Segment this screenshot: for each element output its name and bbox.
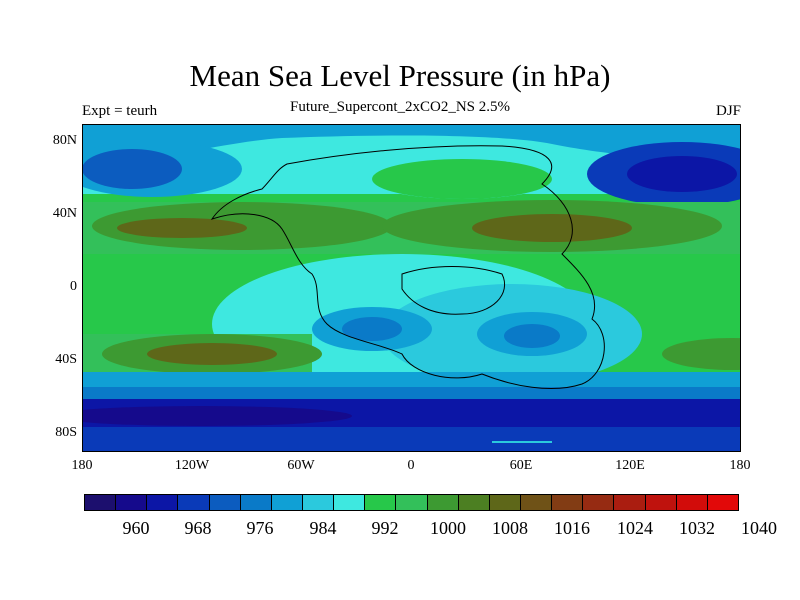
colorbar-swatch-0: [85, 495, 117, 510]
continent-outline: [210, 145, 605, 389]
y-tick-80s: 80S: [55, 425, 77, 440]
colorbar-swatch-13: [489, 495, 521, 510]
x-tick-60w: 60W: [287, 458, 315, 473]
colorbar-swatch-8: [334, 495, 366, 510]
field-low-w-core: [342, 317, 402, 341]
x-tick-60e: 60E: [509, 458, 533, 473]
field-north-high-w-core: [117, 218, 247, 238]
field-south-high-core: [147, 343, 277, 365]
y-tick-40n: 40N: [52, 206, 77, 221]
colorbar-swatch-17: [614, 495, 646, 510]
field-low-e-core: [504, 324, 560, 348]
y-tick-0: 0: [70, 279, 77, 294]
pressure-map: [82, 124, 741, 452]
colorbar-swatch-5: [240, 495, 272, 510]
cb-label-992: 992: [371, 518, 399, 538]
field-north-teal: [82, 124, 741, 170]
field-north-high-e-core: [472, 214, 632, 242]
pressure-field-svg: [82, 124, 741, 452]
y-tick-80n: 80N: [52, 133, 77, 148]
cb-label-984: 984: [309, 518, 337, 538]
colorbar-swatch-9: [365, 495, 397, 510]
y-tick-40s: 40S: [55, 352, 77, 367]
experiment-label: Expt = teurh: [82, 103, 158, 119]
season-label: DJF: [715, 103, 741, 119]
field-south-high-e: [662, 338, 741, 370]
field-arctic-green: [372, 159, 552, 199]
cb-label-1000: 1000: [430, 518, 466, 538]
colorbar-swatch-2: [147, 495, 179, 510]
x-tick-120e: 120E: [615, 458, 645, 473]
colorbar-swatch-7: [302, 495, 335, 510]
cb-label-1032: 1032: [679, 518, 715, 538]
colorbar-swatch-18: [645, 495, 677, 510]
colorbar-swatch-4: [209, 495, 241, 510]
field-so-blue1: [82, 387, 741, 401]
colorbar-swatch-15: [552, 495, 584, 510]
colorbar-swatch-10: [396, 495, 428, 510]
cb-label-960: 960: [122, 518, 150, 538]
cb-label-1040: 1040: [741, 518, 777, 538]
x-tick-0: 0: [407, 458, 415, 473]
colorbar-swatch-11: [427, 495, 459, 510]
chart-title: Mean Sea Level Pressure (in hPa): [189, 58, 611, 93]
chart-subtitle: Future_Supercont_2xCO2_NS 2.5%: [290, 99, 510, 115]
cb-label-968: 968: [184, 518, 212, 538]
field-antarctic: [82, 427, 741, 452]
cb-label-1016: 1016: [554, 518, 590, 538]
x-tick-120w: 120W: [174, 458, 210, 473]
cb-label-1008: 1008: [492, 518, 528, 538]
cb-label-976: 976: [246, 518, 274, 538]
x-tick-180w: 180: [71, 458, 93, 473]
colorbar-swatch-6: [271, 495, 303, 510]
cb-label-1024: 1024: [617, 518, 653, 538]
field-so-low-core: [82, 406, 352, 426]
colorbar-swatch-1: [116, 495, 148, 510]
inland-sea-outline: [401, 266, 505, 315]
field-ne-low-core: [627, 156, 737, 192]
colorbar-swatch-20: [707, 495, 738, 510]
colorbar: [84, 494, 739, 511]
colorbar-swatch-12: [458, 495, 490, 510]
colorbar-swatch-19: [676, 495, 708, 510]
x-tick-180e: 180: [729, 458, 751, 473]
colorbar-swatch-14: [520, 495, 553, 510]
colorbar-swatch-3: [178, 495, 210, 510]
colorbar-swatch-16: [583, 495, 615, 510]
field-np-low: [82, 149, 182, 189]
